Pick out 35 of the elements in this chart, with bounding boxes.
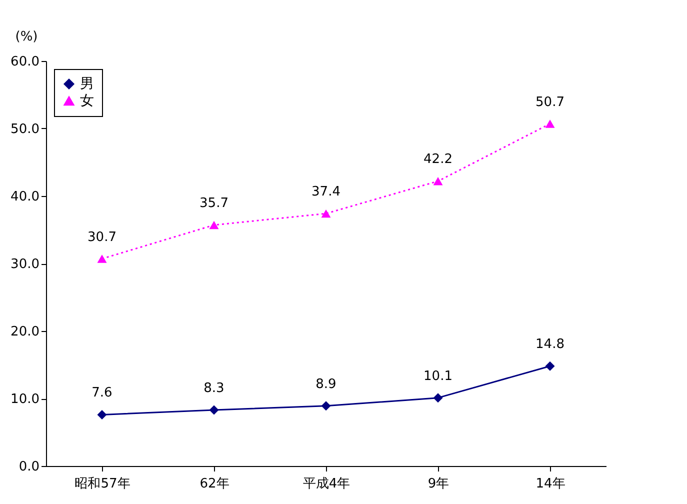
- data-label: 8.3: [204, 380, 224, 396]
- point: [321, 209, 331, 218]
- point: [545, 120, 555, 128]
- point: [209, 405, 219, 415]
- x-tick-label: 14年: [536, 476, 566, 492]
- y-tick-label: 10.0: [10, 392, 40, 407]
- data-label: 50.7: [536, 94, 564, 110]
- legend-label: 女: [80, 93, 94, 109]
- x-tick-label: 9年: [428, 476, 450, 492]
- data-label: 30.7: [88, 230, 116, 245]
- x-tick-label: 平成4年: [302, 476, 350, 492]
- point: [209, 220, 219, 230]
- y-tick-label: 50.0: [10, 122, 40, 137]
- point: [433, 393, 443, 403]
- point: [321, 401, 331, 411]
- x-tick-label: 62年: [200, 476, 230, 492]
- point: [97, 254, 107, 263]
- data-label: 37.4: [312, 184, 340, 200]
- y-tick-label: 30.0: [10, 257, 40, 272]
- y-axis-title: (%): [15, 30, 38, 44]
- data-label: 8.9: [316, 376, 336, 392]
- y-tick-label: 40.0: [10, 190, 40, 204]
- data-label: 14.8: [536, 337, 564, 352]
- point: [433, 177, 443, 186]
- x-tick-label: 昭和57年: [74, 476, 130, 492]
- y-tick-label: 0.0: [18, 460, 40, 474]
- data-label: 35.7: [200, 196, 228, 212]
- y-tick-label: 60.0: [10, 54, 40, 70]
- point: [97, 410, 107, 420]
- legend-label: 男: [80, 76, 94, 92]
- data-label: 7.6: [92, 386, 112, 401]
- data-label: 42.2: [424, 152, 452, 168]
- data-label: 10.1: [424, 368, 452, 384]
- point: [545, 361, 555, 371]
- y-tick-label: 20.0: [10, 324, 40, 340]
